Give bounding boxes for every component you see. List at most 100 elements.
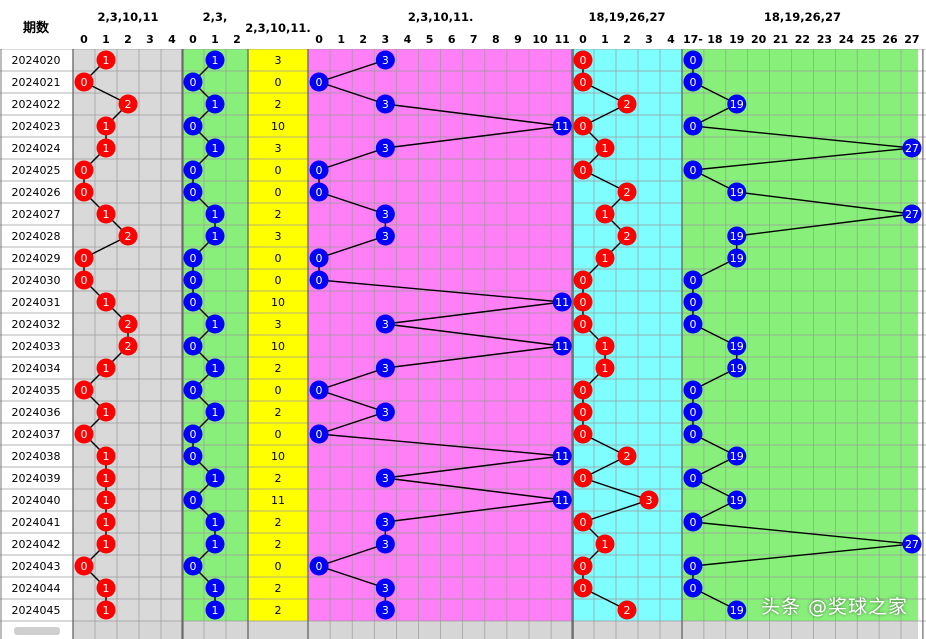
number-ball	[205, 534, 225, 554]
number-ball	[573, 556, 593, 576]
ball-label: 0	[689, 164, 696, 177]
ball-label: 0	[316, 76, 323, 89]
number-ball	[573, 380, 593, 400]
ball-label: 19	[730, 230, 744, 243]
number-ball	[573, 160, 593, 180]
issue-label: 2024031	[12, 296, 61, 309]
number-ball	[74, 248, 94, 268]
ball-label: 0	[689, 296, 696, 309]
ball-label: 0	[316, 164, 323, 177]
number-ball	[96, 534, 116, 554]
ball-label: 3	[382, 538, 389, 551]
column-label: 3	[645, 33, 653, 46]
ball-label: 0	[190, 340, 197, 353]
issue-label: 2024039	[12, 472, 61, 485]
number-ball	[683, 380, 703, 400]
number-ball	[205, 512, 225, 532]
column-label: 3	[382, 33, 390, 46]
number-ball	[727, 226, 747, 246]
ball-label: 1	[103, 516, 110, 529]
number-ball	[96, 402, 116, 422]
number-ball	[727, 600, 747, 620]
issue-label: 2024038	[12, 450, 61, 463]
number-ball	[96, 578, 116, 598]
value-cell: 3	[275, 54, 282, 67]
ball-label: 2	[624, 230, 631, 243]
trend-segment	[692, 147, 913, 171]
number-ball	[375, 94, 395, 114]
number-ball	[205, 226, 225, 246]
number-ball	[183, 424, 203, 444]
issue-label: 2024026	[12, 186, 61, 199]
column-label: 4	[667, 33, 675, 46]
ball-label: 1	[602, 340, 609, 353]
number-ball	[573, 292, 593, 312]
number-ball	[683, 314, 703, 334]
band-footer-3	[248, 621, 308, 639]
number-ball	[727, 446, 747, 466]
ball-label: 0	[580, 384, 587, 397]
number-ball	[683, 160, 703, 180]
issue-label: 2024034	[12, 362, 61, 375]
number-ball	[375, 512, 395, 532]
trend-segment	[318, 235, 386, 259]
column-label: 22	[795, 33, 810, 46]
ball-label: 2	[125, 340, 132, 353]
column-label: 0	[315, 33, 323, 46]
number-ball	[375, 204, 395, 224]
ball-label: 1	[212, 98, 219, 111]
number-ball	[309, 72, 329, 92]
ball-label: 1	[602, 208, 609, 221]
trend-segment	[318, 543, 386, 567]
ball-label: 1	[103, 406, 110, 419]
ball-label: 0	[316, 186, 323, 199]
value-cell: 2	[275, 406, 282, 419]
ball-label: 1	[103, 208, 110, 221]
column-label: 1	[601, 33, 609, 46]
column-label: 26	[882, 33, 898, 46]
number-ball	[309, 160, 329, 180]
column-label: 8	[492, 33, 500, 46]
number-ball	[639, 490, 659, 510]
ball-label: 0	[316, 428, 323, 441]
value-cell: 2	[275, 208, 282, 221]
value-cell: 10	[271, 296, 285, 309]
issue-header: 期数	[23, 20, 50, 36]
issue-label: 2024021	[12, 76, 61, 89]
ball-label: 1	[212, 208, 219, 221]
column-label: 7	[470, 33, 478, 46]
ball-label: 0	[81, 164, 88, 177]
ball-label: 0	[190, 252, 197, 265]
ball-label: 1	[602, 362, 609, 375]
number-ball	[74, 380, 94, 400]
ball-label: 1	[602, 142, 609, 155]
value-cell: 2	[275, 582, 282, 595]
ball-label: 1	[212, 54, 219, 67]
ball-label: 0	[81, 186, 88, 199]
number-ball	[96, 490, 116, 510]
trend-segment	[385, 499, 563, 523]
value-cell: 3	[275, 318, 282, 331]
ball-label: 1	[212, 406, 219, 419]
issue-label: 2024028	[12, 230, 61, 243]
ball-label: 0	[580, 318, 587, 331]
number-ball	[183, 116, 203, 136]
issue-label: 2024033	[12, 340, 61, 353]
number-ball	[96, 138, 116, 158]
watermark-text: 头条 @奖球之家	[760, 596, 908, 618]
ball-label: 0	[689, 406, 696, 419]
column-label: 27	[904, 33, 919, 46]
value-cell: 3	[275, 230, 282, 243]
table-header: 期数2,3,10,110 1 2 3 42,3,0 1 22,3,10,11.2,3,10,…	[0, 0, 926, 49]
ball-label: 1	[212, 582, 219, 595]
ball-label: 3	[382, 54, 389, 67]
ball-label: 0	[689, 274, 696, 287]
ball-label: 0	[81, 384, 88, 397]
ball-label: 1	[103, 296, 110, 309]
number-ball	[183, 160, 203, 180]
number-ball	[118, 314, 138, 334]
ball-label: 0	[689, 472, 696, 485]
ball-label: 11	[555, 340, 569, 353]
number-ball	[118, 336, 138, 356]
number-ball	[375, 226, 395, 246]
